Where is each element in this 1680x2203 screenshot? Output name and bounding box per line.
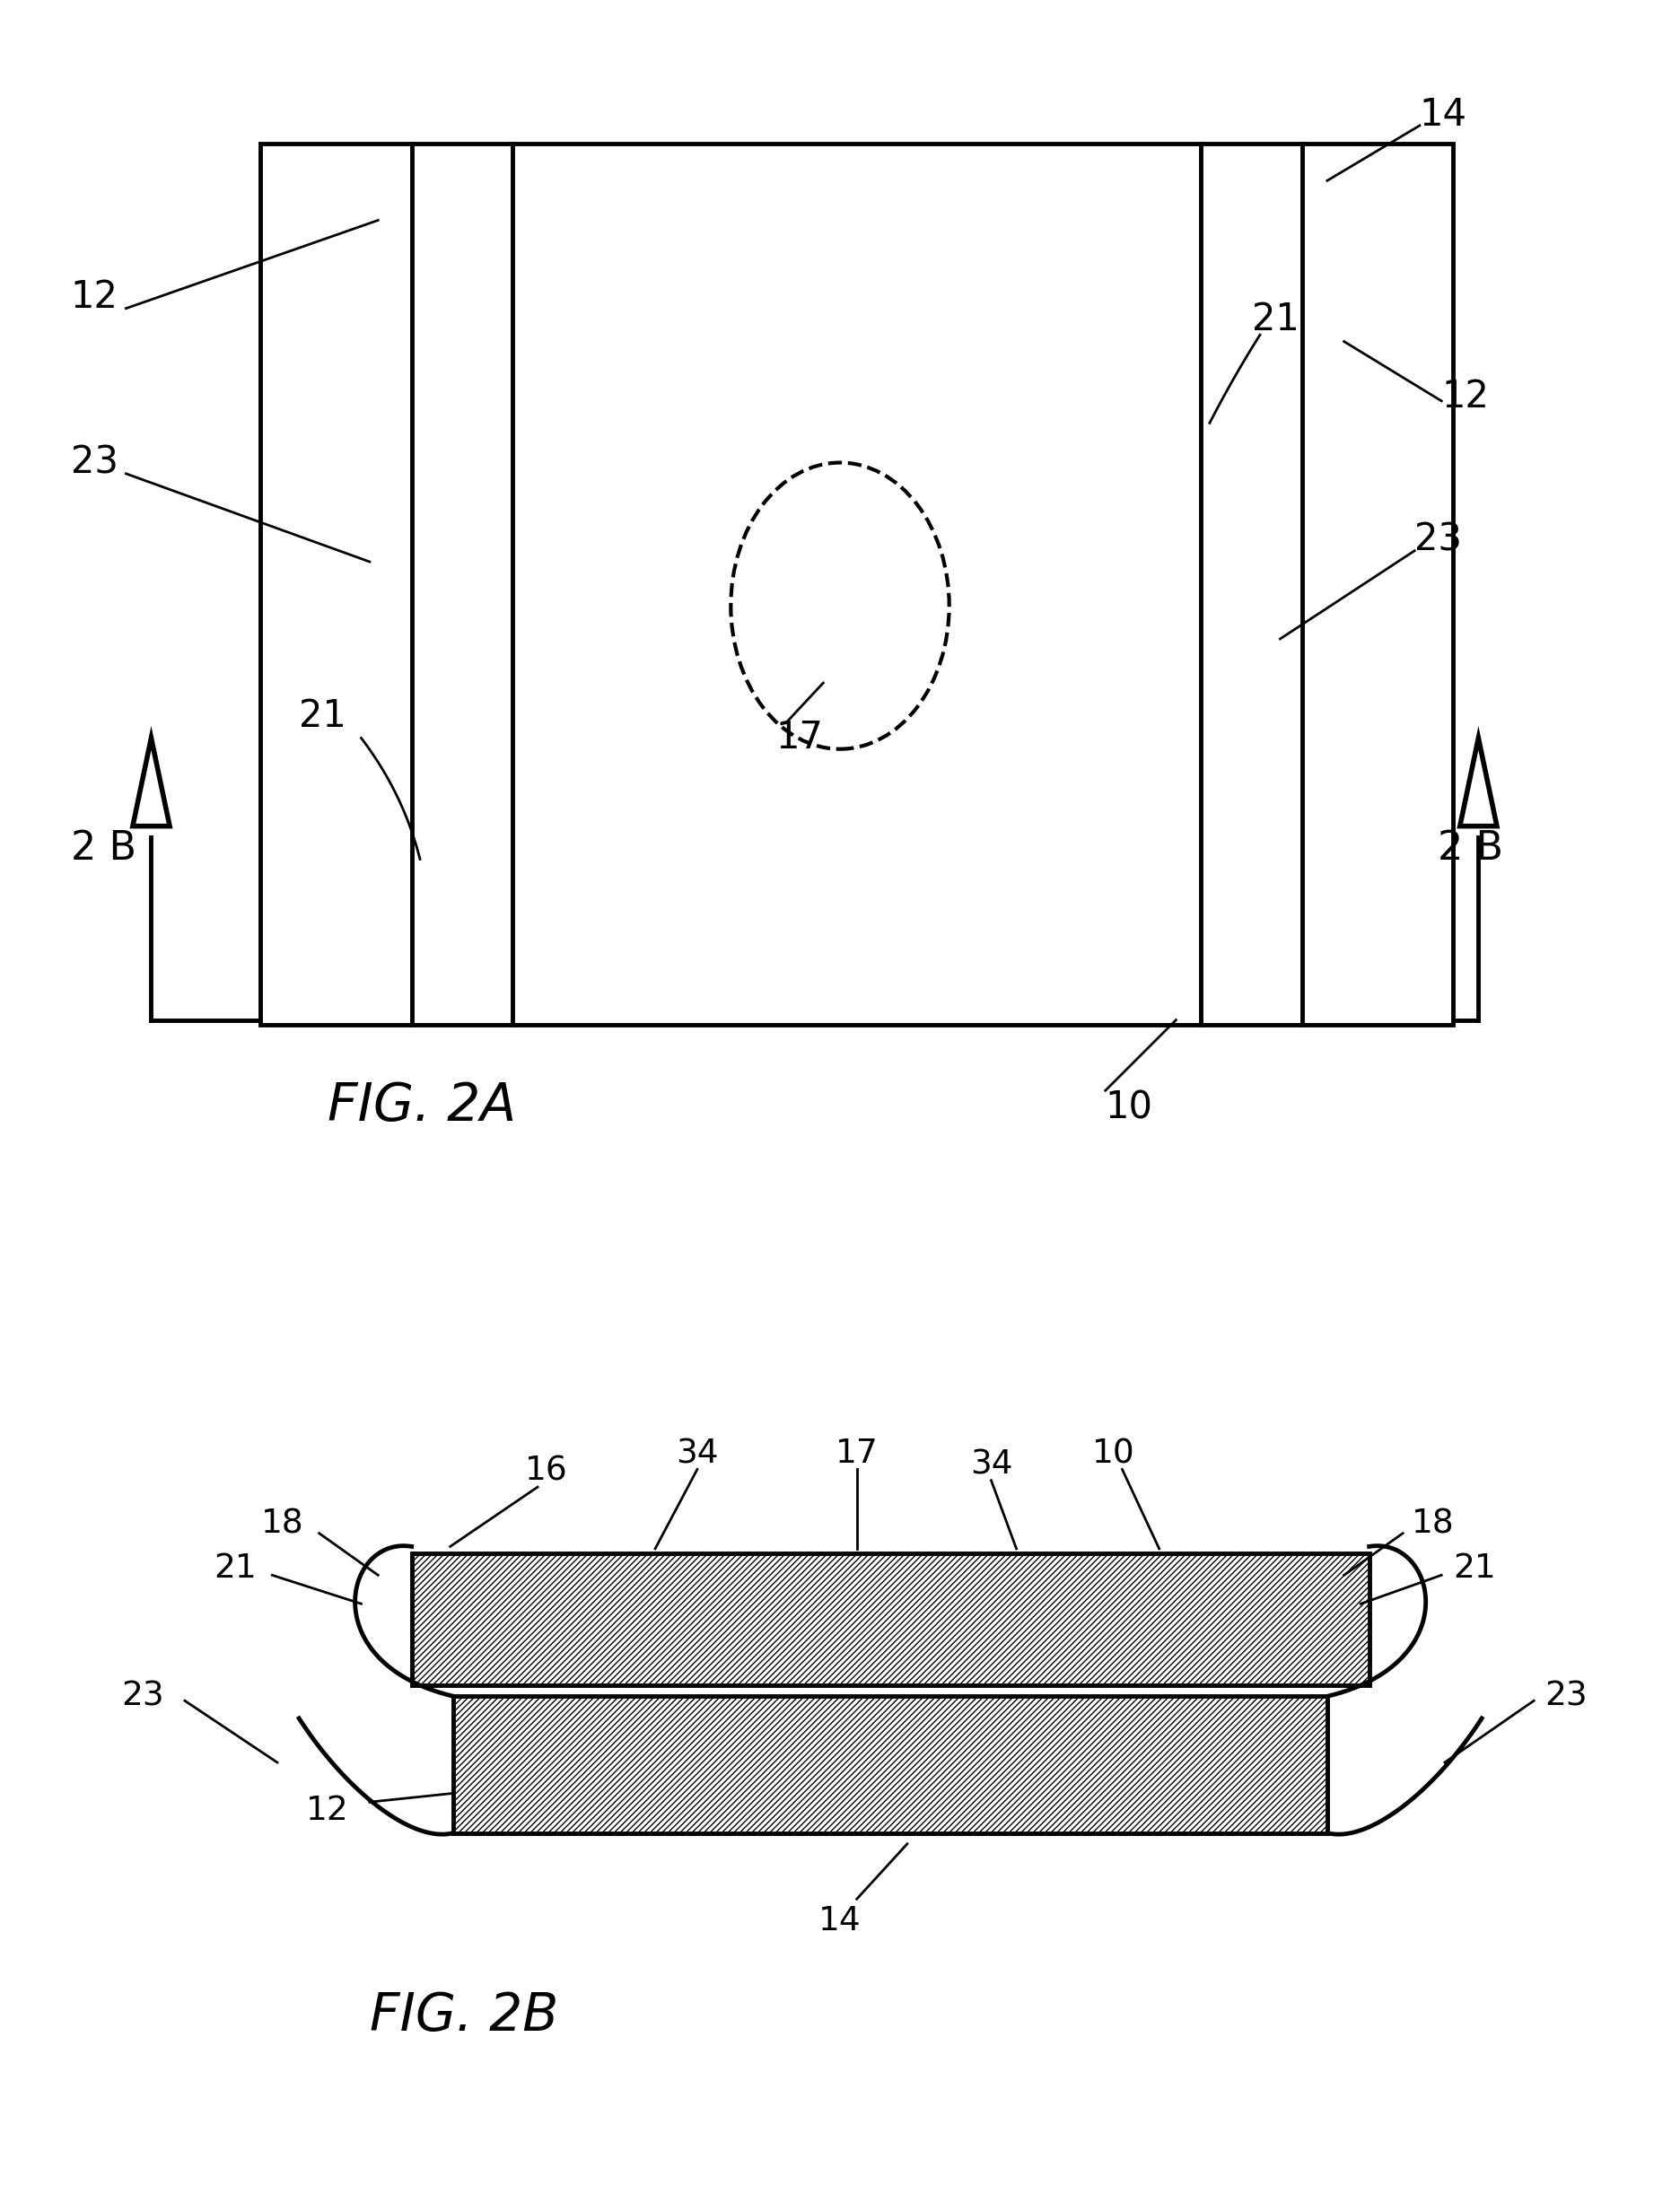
Text: 12: 12 (1441, 377, 1488, 416)
Text: 12: 12 (71, 278, 118, 317)
Text: 21: 21 (213, 1553, 257, 1584)
Text: 21: 21 (299, 696, 346, 736)
Text: 10: 10 (1092, 1439, 1136, 1469)
Text: 2 B: 2 B (1438, 828, 1504, 868)
Text: 18: 18 (260, 1509, 304, 1540)
Text: 21: 21 (1453, 1553, 1497, 1584)
Text: 18: 18 (1411, 1509, 1455, 1540)
Text: 23: 23 (1544, 1681, 1588, 1712)
Text: 17: 17 (776, 718, 823, 758)
Text: 14: 14 (818, 1906, 862, 1936)
Text: 23: 23 (121, 1681, 165, 1712)
Text: 12: 12 (306, 1795, 349, 1826)
Text: 21: 21 (1252, 300, 1299, 339)
Text: 17: 17 (835, 1439, 879, 1469)
Text: 23: 23 (1415, 520, 1462, 560)
Text: FIG. 2B: FIG. 2B (370, 1989, 558, 2042)
Text: 34: 34 (675, 1439, 719, 1469)
Text: 16: 16 (524, 1456, 568, 1487)
Text: 10: 10 (1105, 1088, 1152, 1128)
Text: 14: 14 (1420, 95, 1467, 134)
Text: 23: 23 (71, 443, 118, 482)
Bar (260, 143, 1453, 1024)
Bar (454, 1696, 1327, 1833)
Bar (412, 1553, 1369, 1685)
Text: 34: 34 (969, 1450, 1013, 1480)
Bar (454, 1696, 1327, 1833)
Text: FIG. 2A: FIG. 2A (328, 1079, 516, 1132)
Bar (412, 1553, 1369, 1685)
Text: 2 B: 2 B (71, 828, 136, 868)
